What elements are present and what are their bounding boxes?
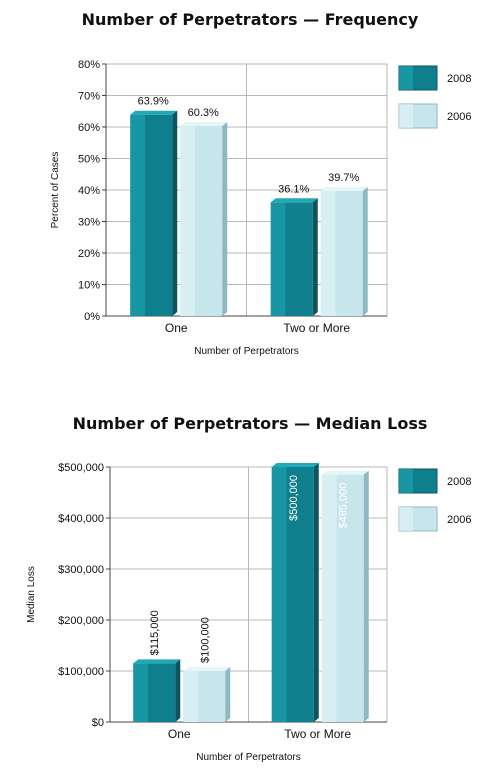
bar-highlight xyxy=(133,663,148,722)
legend-label: 2008 xyxy=(447,73,471,85)
bar-highlight xyxy=(180,126,195,317)
bar-side xyxy=(172,110,178,316)
bar-top xyxy=(133,659,181,664)
legend-item-2008: 2008 xyxy=(398,65,471,91)
y-tick-label: 50% xyxy=(78,154,100,166)
bar-2006-one xyxy=(180,122,228,317)
bar-top xyxy=(183,667,231,671)
y-tick-label: $100,000 xyxy=(58,666,104,678)
data-label: $485,000 xyxy=(338,483,350,529)
legend-swatch-highlight xyxy=(399,104,413,128)
bar-2006-one xyxy=(183,667,231,722)
bar-2008-one xyxy=(133,659,181,722)
x-tick-label: One xyxy=(165,321,188,335)
bar-highlight xyxy=(130,114,145,316)
y-tick-label: 20% xyxy=(78,248,100,260)
bar-highlight xyxy=(271,467,287,722)
data-label: $115,000 xyxy=(149,610,161,655)
frequency-chart: 0% 10% 20% 30% 40% 50% 60% 70% 80% 63.9% 60.3% One 3… xyxy=(50,59,471,357)
legend-swatch-highlight xyxy=(399,469,413,493)
data-label: 63.9% xyxy=(138,96,169,108)
y-tick-label: 70% xyxy=(78,91,100,103)
bar-2008-two-or-more xyxy=(271,463,319,722)
y-tick-label: 30% xyxy=(78,217,100,229)
bar-highlight xyxy=(183,671,198,722)
bar-top xyxy=(180,122,228,127)
y-tick-label: $0 xyxy=(92,717,104,729)
legend-item-2008: 2008 xyxy=(398,468,471,494)
bar-side xyxy=(175,659,181,722)
bar-top xyxy=(271,463,319,467)
bar-2006-two-or-more xyxy=(320,186,368,316)
y-tick-label: 0% xyxy=(84,311,100,323)
bar-highlight xyxy=(321,474,337,722)
bar-2006-two-or-more xyxy=(321,470,369,722)
chart-title-median-loss: Number of Perpetrators — Median Loss xyxy=(72,414,428,433)
bar-2008-one xyxy=(130,110,178,316)
x-axis-title: Number of Perpetrators xyxy=(194,346,299,357)
bar-side xyxy=(222,122,228,317)
y-tick-label: $200,000 xyxy=(58,615,104,627)
bar-side xyxy=(362,186,368,316)
x-tick-label: Two or More xyxy=(283,321,350,335)
bar-side xyxy=(225,667,231,722)
x-tick-label: One xyxy=(168,727,191,741)
y-tick-label: $400,000 xyxy=(58,513,104,525)
y-tick-label: 40% xyxy=(78,185,100,197)
bar-highlight xyxy=(270,202,286,316)
y-tick-label: 10% xyxy=(78,280,100,292)
data-label: $100,000 xyxy=(199,617,211,663)
y-tick-label: $300,000 xyxy=(58,564,104,576)
legend-item-2006: 2006 xyxy=(398,506,471,532)
bar-2008-two-or-more xyxy=(270,198,318,316)
x-tick-label: Two or More xyxy=(284,727,351,741)
bar-side xyxy=(313,463,319,722)
bar-side xyxy=(363,470,369,722)
bar-side xyxy=(312,198,318,316)
data-label: 36.1% xyxy=(278,183,309,195)
legend-label: 2006 xyxy=(447,514,471,526)
data-label: 39.7% xyxy=(328,172,359,184)
bar-highlight xyxy=(320,190,336,316)
legend-item-2006: 2006 xyxy=(398,103,471,129)
legend-swatch-highlight xyxy=(399,507,413,531)
bar-top xyxy=(321,470,369,475)
y-axis-title: Percent of Cases xyxy=(50,152,61,229)
bar-top xyxy=(130,110,178,115)
data-label: $500,000 xyxy=(288,475,300,521)
legend-swatch-highlight xyxy=(399,66,413,90)
x-axis-title: Number of Perpetrators xyxy=(196,752,301,763)
legend-label: 2006 xyxy=(447,111,471,123)
bar-top xyxy=(320,186,368,191)
y-tick-label: $500,000 xyxy=(58,462,104,474)
y-axis-title: Median Loss xyxy=(26,566,37,623)
data-label: 60.3% xyxy=(188,107,219,119)
legend-label: 2008 xyxy=(447,476,471,488)
bar-top xyxy=(270,198,318,203)
y-tick-label: 80% xyxy=(78,59,100,71)
y-tick-label: 60% xyxy=(78,122,100,134)
chart-title-frequency: Number of Perpetrators — Frequency xyxy=(81,10,419,29)
